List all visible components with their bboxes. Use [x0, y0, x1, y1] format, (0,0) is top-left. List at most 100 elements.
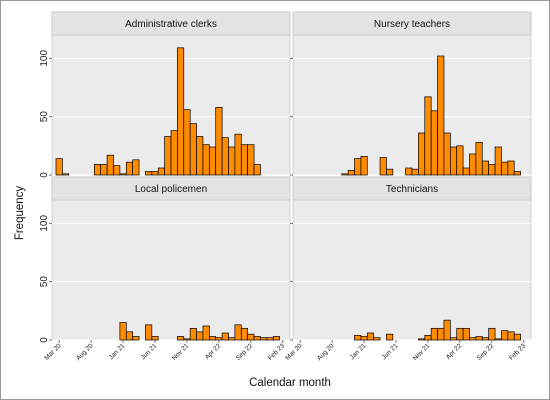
bar: [456, 145, 464, 176]
bar: [221, 332, 229, 341]
x-tick-label: Apr 22: [445, 342, 464, 361]
panel-strip: [292, 176, 532, 201]
bar: [253, 164, 261, 176]
bar: [234, 324, 242, 341]
panel-background: [292, 11, 532, 176]
bar: [183, 338, 191, 341]
bar: [507, 331, 515, 341]
bar: [424, 334, 432, 341]
bar: [62, 173, 70, 176]
bar: [430, 327, 438, 341]
x-tick-label: Nov 21: [412, 342, 432, 362]
bar: [196, 136, 204, 176]
y-tick-label: 0: [39, 172, 50, 178]
bar: [266, 337, 274, 341]
x-tick-label: Mar 20: [43, 342, 63, 362]
panel-title: Administrative clerks: [125, 19, 217, 30]
bar: [373, 337, 381, 341]
bar: [424, 96, 432, 176]
bar: [208, 336, 217, 341]
x-tick-label: Aug 20: [316, 342, 336, 362]
bar: [189, 123, 197, 176]
x-tick-label: Jan 21: [108, 342, 127, 361]
bar: [119, 173, 127, 176]
panel-strip: [51, 176, 291, 201]
bar: [475, 141, 483, 176]
bar: [475, 336, 483, 341]
bar: [228, 337, 236, 341]
x-tick-label: Jun 21: [140, 342, 159, 361]
panel-strip: [292, 11, 532, 36]
bar: [418, 338, 426, 341]
bar: [189, 327, 197, 341]
bar: [164, 136, 172, 176]
bar: [347, 169, 355, 176]
y-tick-label: 50: [39, 111, 50, 123]
x-tick-label: Jun 21: [381, 342, 400, 361]
bar: [240, 327, 249, 341]
bar: [202, 144, 210, 176]
bar: [221, 137, 229, 176]
panel-title: Technicians: [386, 184, 438, 195]
bar: [501, 330, 509, 341]
bar: [462, 327, 470, 341]
bar: [132, 159, 140, 176]
bar: [247, 144, 255, 176]
x-tick-label: Mar 20: [284, 342, 304, 362]
bar: [240, 144, 249, 176]
bar: [234, 133, 242, 176]
bar: [125, 331, 134, 341]
bar: [132, 336, 140, 341]
bar: [405, 167, 413, 176]
bar: [379, 157, 387, 176]
panel-background: [292, 176, 532, 341]
bar: [418, 132, 426, 176]
bar: [456, 327, 464, 341]
bar: [462, 167, 470, 176]
y-axis-title: Frequency: [14, 186, 26, 241]
bar: [501, 161, 509, 176]
x-tick-label: Nov 21: [171, 342, 191, 362]
x-tick-label: Jan 21: [349, 342, 368, 361]
bar: [469, 153, 477, 176]
bar: [157, 167, 165, 176]
bar: [145, 171, 153, 176]
bar: [469, 337, 477, 341]
bar: [177, 47, 185, 176]
y-tick-label: 0: [39, 337, 50, 343]
y-tick-label: 100: [39, 215, 50, 232]
x-tick-label: Apr 22: [204, 342, 223, 361]
bar: [341, 173, 349, 176]
x-tick-label: Feb 23: [267, 342, 287, 362]
bar: [481, 160, 490, 176]
bar: [386, 333, 394, 341]
bar: [100, 164, 108, 176]
bar: [272, 336, 280, 341]
y-tick-label: 100: [39, 50, 50, 67]
x-tick-label: Feb 23: [508, 342, 528, 362]
bar: [113, 165, 121, 176]
bar: [354, 158, 362, 176]
bar: [513, 333, 521, 341]
bar: [93, 164, 102, 176]
bar: [513, 171, 521, 176]
bar: [202, 325, 210, 341]
bar: [494, 146, 502, 176]
panel-strip: [51, 11, 291, 36]
bar: [215, 106, 223, 176]
bar: [411, 168, 419, 176]
bar: [177, 336, 185, 341]
bar: [208, 146, 217, 176]
bar: [151, 171, 159, 176]
bar: [437, 55, 445, 176]
bar: [55, 158, 63, 176]
bar: [170, 130, 178, 176]
bar: [106, 154, 114, 176]
bar: [386, 168, 394, 176]
bar: [488, 327, 496, 341]
bar: [215, 337, 223, 341]
bar: [443, 132, 451, 176]
bar: [481, 337, 490, 341]
x-axis-title: Calendar month: [249, 377, 331, 389]
